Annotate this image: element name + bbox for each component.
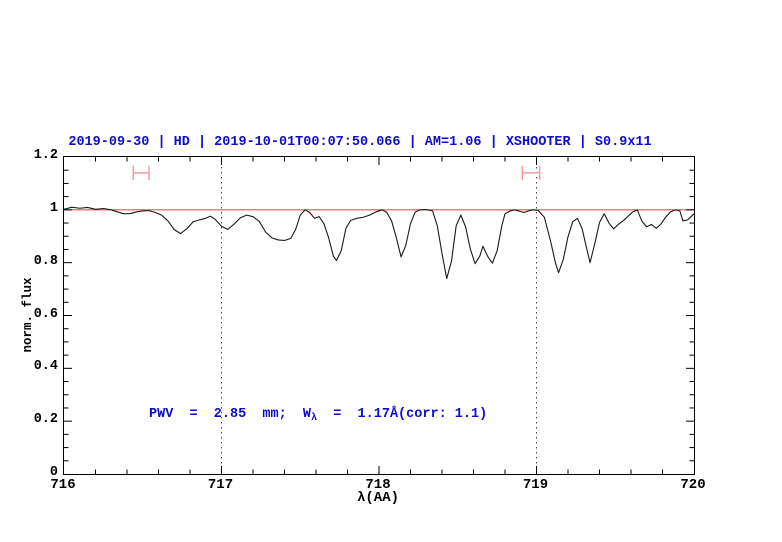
x-axis-title: λ(AA): [356, 490, 399, 506]
spectrum-curve: [63, 206, 695, 280]
y-tick-label: 1: [49, 200, 58, 216]
plot-area: PWV = 2.85 mm; Wλ = 1.17Å(corr: 1.1): [63, 156, 695, 475]
x-tick-label: 716: [50, 477, 76, 493]
x-tick-label: 718: [365, 477, 391, 493]
lambda-subscript: λ: [311, 413, 318, 424]
y-tick-label: 0.6: [33, 306, 58, 322]
y-tick-label: 0.2: [33, 412, 58, 428]
y-tick-label: 0: [49, 465, 58, 480]
x-tick-label: 717: [207, 477, 234, 493]
y-tick-label: 0.8: [33, 253, 58, 269]
y-tick-label: 0.4: [33, 359, 58, 375]
plot-title: 2019-09-30 | HD | 2019-10-01T00:07:50.06…: [68, 135, 652, 150]
pwv-annotation: PWV = 2.85 mm; Wλ = 1.17Å(corr: 1.1): [149, 407, 487, 424]
x-tick-label: 719: [522, 477, 549, 493]
y-tick-label: 1.2: [33, 148, 58, 163]
pwv-annotation-text: PWV = 2.85 mm; W: [149, 407, 312, 422]
x-tick-label: 720: [680, 477, 706, 493]
pwv-annotation-value: = 1.17Å(corr: 1.1): [317, 407, 488, 422]
spectrum-plot: [63, 157, 695, 474]
